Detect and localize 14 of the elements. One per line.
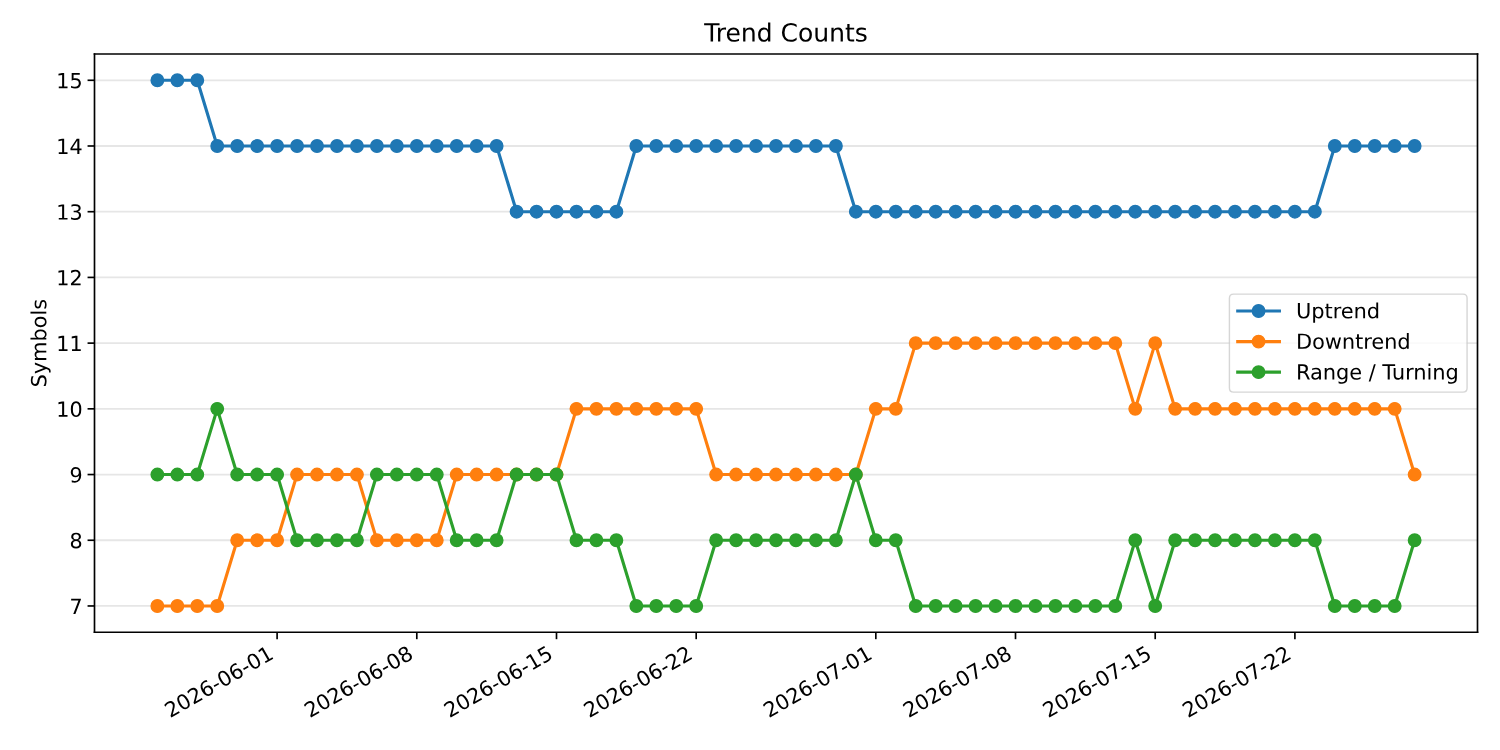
y-tick-label: 12 — [58, 269, 81, 286]
y-tick-label: 7 — [71, 598, 81, 614]
y-tick-label: 10 — [58, 401, 82, 418]
chart-title: Trend Counts — [704, 22, 867, 42]
y-axis-title: Symbols — [30, 299, 51, 386]
y-tick-label: 15 — [58, 73, 81, 89]
y-tick-label: 8 — [70, 532, 82, 549]
y-tick-label: 13 — [58, 204, 82, 220]
legend-label: Uptrend — [1297, 302, 1379, 323]
y-tick-label: 11 — [58, 335, 81, 352]
legend-label: Range / Turning — [1298, 363, 1457, 384]
y-tick-label: 14 — [58, 138, 82, 154]
legend-label: Downtrend — [1298, 333, 1409, 350]
y-tick-label: 9 — [70, 467, 82, 483]
